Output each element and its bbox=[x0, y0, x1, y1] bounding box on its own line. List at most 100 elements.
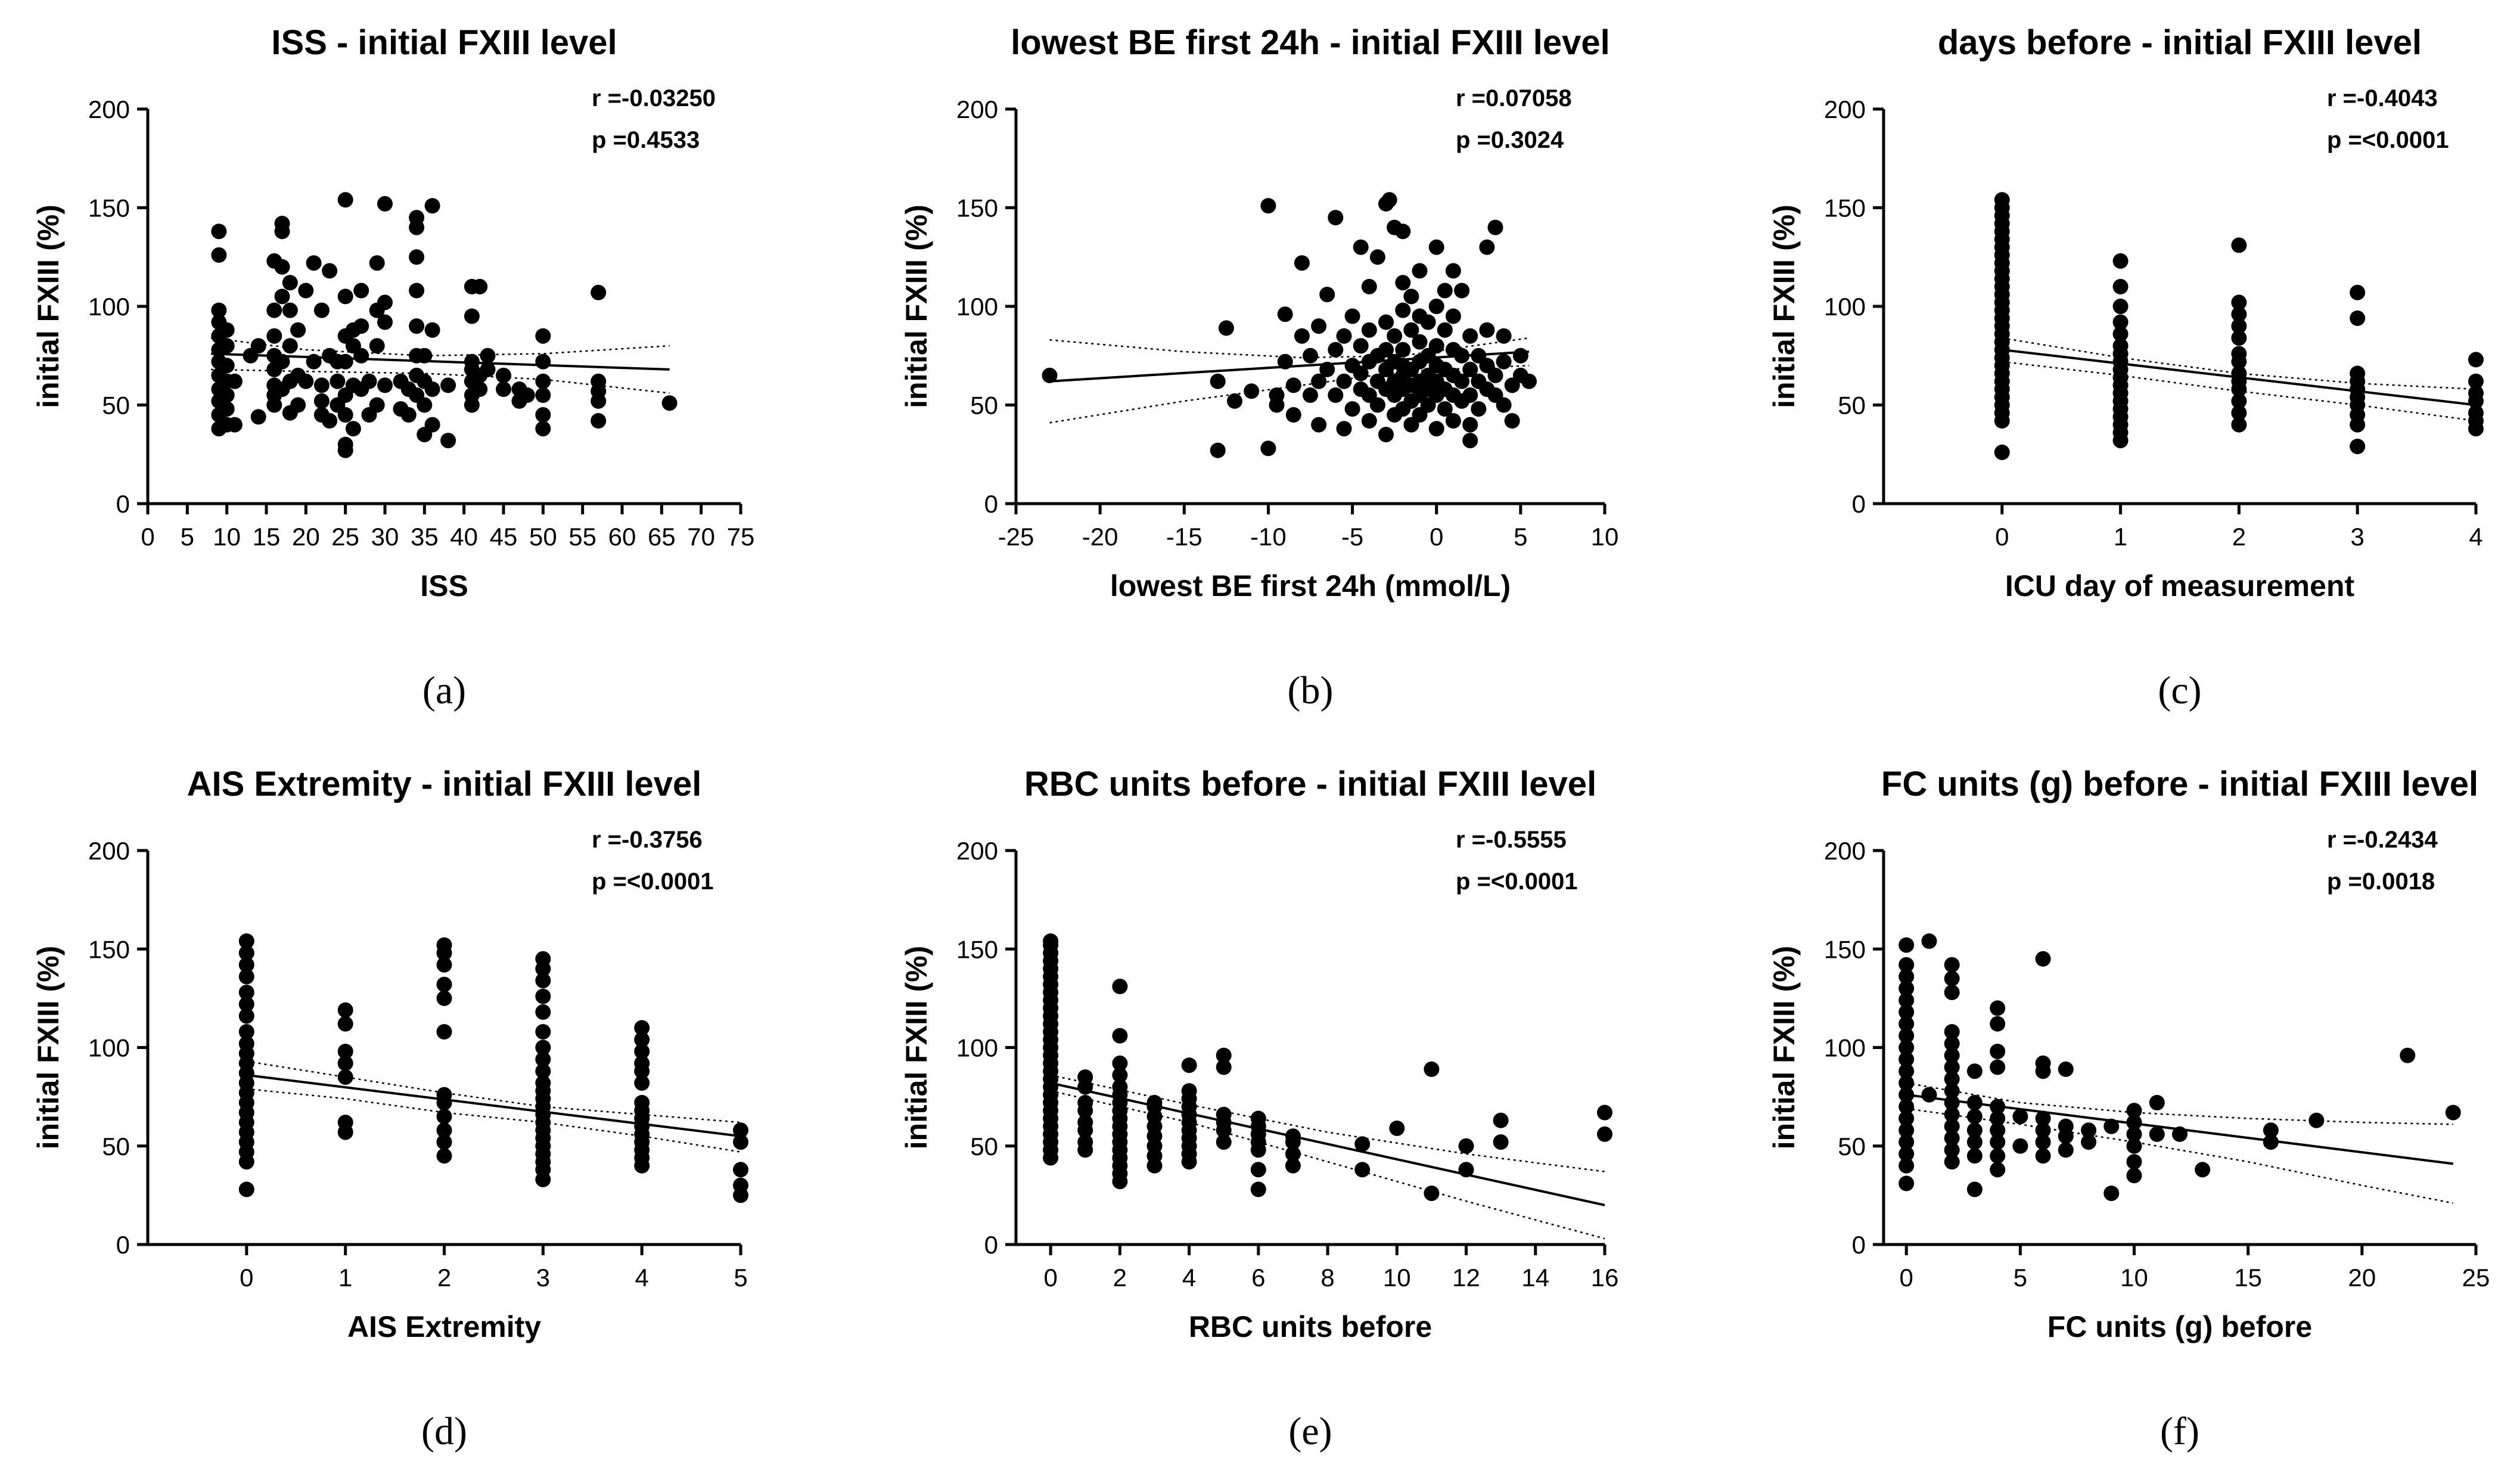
data-point bbox=[1077, 1095, 1093, 1110]
data-point bbox=[282, 275, 298, 291]
data-point bbox=[1216, 1059, 1232, 1075]
x-tick-label: 40 bbox=[450, 523, 478, 551]
data-point bbox=[1462, 361, 1478, 377]
stat-p-value: p =<0.0001 bbox=[1456, 868, 1578, 895]
data-point bbox=[238, 933, 254, 949]
data-point bbox=[1336, 373, 1352, 389]
data-point bbox=[1181, 1083, 1197, 1099]
data-point bbox=[313, 302, 330, 318]
data-point bbox=[250, 338, 266, 354]
data-point bbox=[1311, 318, 1327, 334]
data-point bbox=[1303, 387, 1318, 403]
data-point bbox=[2058, 1061, 2074, 1077]
data-point bbox=[424, 198, 440, 214]
data-point bbox=[1898, 937, 1915, 953]
data-point bbox=[733, 1122, 748, 1138]
y-tick-label: 200 bbox=[88, 837, 130, 865]
data-point bbox=[733, 1134, 748, 1150]
data-point bbox=[733, 1177, 748, 1193]
data-point bbox=[496, 367, 511, 383]
data-point bbox=[1445, 413, 1461, 429]
data-point bbox=[1369, 249, 1385, 265]
data-point bbox=[1898, 1134, 1915, 1150]
data-point bbox=[1277, 306, 1293, 322]
data-point bbox=[2012, 1138, 2028, 1154]
data-point bbox=[1458, 1162, 1474, 1178]
x-tick-label: 70 bbox=[687, 523, 715, 551]
data-point bbox=[1250, 1162, 1266, 1178]
data-point bbox=[2126, 1138, 2142, 1154]
data-point bbox=[424, 322, 440, 338]
x-tick-label: 30 bbox=[371, 523, 399, 551]
x-tick-label: 1 bbox=[2114, 523, 2127, 551]
data-point bbox=[1311, 373, 1327, 389]
data-point bbox=[1437, 283, 1453, 299]
data-point bbox=[535, 1039, 551, 1056]
data-point bbox=[535, 1024, 551, 1040]
chart-title: ISS - initial FXIII level bbox=[271, 23, 617, 62]
stat-r-value: r =0.07058 bbox=[1456, 85, 1572, 111]
data-point bbox=[290, 322, 306, 338]
stat-p-value: p =0.0018 bbox=[2327, 868, 2435, 895]
data-point bbox=[472, 278, 488, 294]
data-point bbox=[1042, 367, 1058, 383]
data-point bbox=[409, 283, 425, 299]
x-tick-label: 12 bbox=[1452, 1264, 1480, 1292]
data-point bbox=[436, 1109, 452, 1125]
x-tick-label: 75 bbox=[727, 523, 755, 551]
data-point bbox=[2112, 253, 2129, 269]
data-point bbox=[1319, 361, 1335, 377]
data-point bbox=[519, 387, 535, 403]
y-axis-label: initial FXIII (%) bbox=[32, 946, 65, 1150]
data-point bbox=[337, 1069, 353, 1085]
stat-p-value: p =<0.0001 bbox=[592, 868, 714, 895]
data-point bbox=[2350, 365, 2366, 381]
data-point bbox=[464, 353, 480, 370]
data-point bbox=[1898, 992, 1915, 1008]
data-point bbox=[1260, 440, 1276, 457]
data-point bbox=[535, 951, 551, 967]
data-point bbox=[369, 397, 385, 413]
y-tick-label: 0 bbox=[984, 490, 998, 518]
data-point bbox=[1353, 365, 1369, 381]
x-tick-label: 2 bbox=[437, 1264, 451, 1292]
stat-p-value: p =0.4533 bbox=[592, 127, 700, 153]
data-point bbox=[535, 988, 551, 1004]
data-point bbox=[2231, 237, 2247, 253]
data-point bbox=[634, 1020, 650, 1036]
data-point bbox=[1898, 1175, 1915, 1191]
data-point bbox=[2231, 417, 2247, 433]
data-point bbox=[1944, 1083, 1960, 1099]
chart-panel: RBC units before - initial FXIII level 0 5… bbox=[900, 765, 1618, 1453]
data-point bbox=[1294, 328, 1310, 344]
x-tick-label: 4 bbox=[1182, 1264, 1196, 1292]
data-point bbox=[1353, 239, 1369, 255]
data-point bbox=[1944, 970, 1960, 986]
data-point bbox=[1387, 328, 1403, 344]
stat-r-value: r =-0.3756 bbox=[592, 827, 703, 853]
data-point bbox=[1328, 210, 1344, 226]
y-tick-label: 200 bbox=[956, 95, 998, 123]
x-tick-label: 55 bbox=[568, 523, 596, 551]
panel-label: (c) bbox=[2158, 669, 2201, 712]
data-point bbox=[337, 436, 353, 452]
data-point bbox=[1378, 342, 1394, 358]
data-point bbox=[2035, 1148, 2051, 1164]
data-point bbox=[1990, 1016, 2006, 1032]
y-tick-label: 100 bbox=[88, 293, 130, 321]
y-tick-label: 150 bbox=[1824, 194, 1866, 222]
data-point bbox=[2263, 1122, 2279, 1138]
data-point bbox=[1389, 1121, 1405, 1136]
data-point bbox=[2112, 278, 2129, 294]
data-point bbox=[2350, 284, 2366, 300]
y-tick-label: 200 bbox=[88, 95, 130, 123]
data-point bbox=[535, 373, 551, 389]
data-point bbox=[1597, 1104, 1612, 1121]
data-point bbox=[369, 338, 385, 354]
data-point bbox=[409, 249, 425, 265]
data-point bbox=[1428, 338, 1444, 354]
data-point bbox=[409, 210, 425, 226]
data-point bbox=[634, 1044, 650, 1060]
y-tick-label: 200 bbox=[956, 837, 998, 865]
y-tick-label: 100 bbox=[88, 1034, 130, 1062]
